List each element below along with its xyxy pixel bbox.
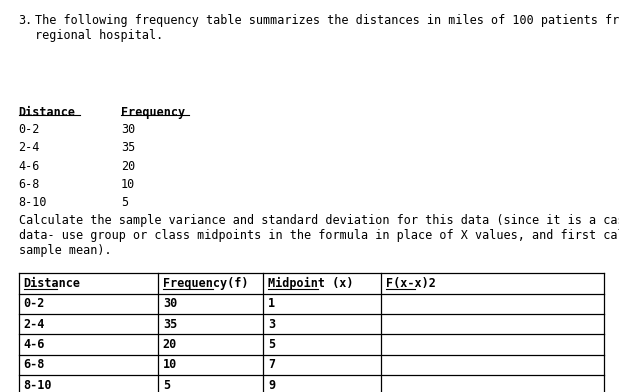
Text: Distance: Distance: [19, 106, 76, 119]
Text: 35: 35: [163, 318, 177, 331]
Text: 0-2: 0-2: [24, 297, 45, 310]
Text: 4-6: 4-6: [24, 338, 45, 351]
Text: 9: 9: [268, 379, 275, 392]
Text: 1: 1: [268, 297, 275, 310]
Text: 30: 30: [121, 123, 135, 136]
Text: 4-6: 4-6: [19, 160, 40, 172]
Text: F(x-x)2: F(x-x)2: [386, 277, 436, 290]
Text: 20: 20: [121, 160, 135, 172]
Text: 3.: 3.: [19, 14, 33, 27]
Text: 8-10: 8-10: [24, 379, 52, 392]
Text: Frequency: Frequency: [121, 106, 185, 119]
Text: 2-4: 2-4: [24, 318, 45, 331]
Text: 8-10: 8-10: [19, 196, 47, 209]
Text: 7: 7: [268, 358, 275, 372]
Text: 6-8: 6-8: [19, 178, 40, 191]
Text: Distance: Distance: [24, 277, 80, 290]
Text: The following frequency table summarizes the distances in miles of 100 patients : The following frequency table summarizes…: [35, 14, 619, 42]
Text: 2-4: 2-4: [19, 141, 40, 154]
Text: 5: 5: [268, 338, 275, 351]
Text: 20: 20: [163, 338, 177, 351]
Text: 3: 3: [268, 318, 275, 331]
Text: Calculate the sample variance and standard deviation for this data (since it is : Calculate the sample variance and standa…: [19, 214, 619, 257]
Text: 35: 35: [121, 141, 135, 154]
Text: 30: 30: [163, 297, 177, 310]
Text: 6-8: 6-8: [24, 358, 45, 372]
Text: 10: 10: [163, 358, 177, 372]
Text: 5: 5: [121, 196, 128, 209]
Text: Midpoint (x): Midpoint (x): [268, 277, 353, 290]
Text: Frequency(f): Frequency(f): [163, 277, 248, 290]
Text: 10: 10: [121, 178, 135, 191]
Text: 0-2: 0-2: [19, 123, 40, 136]
Text: 5: 5: [163, 379, 170, 392]
